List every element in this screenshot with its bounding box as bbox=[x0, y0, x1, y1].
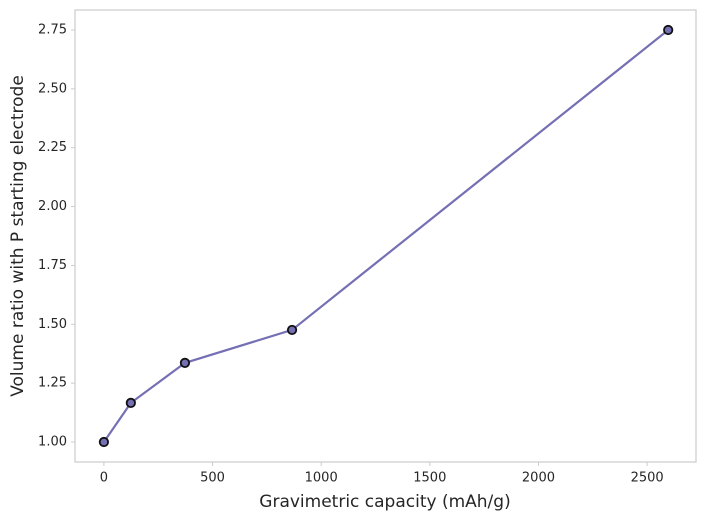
x-tick-label: 1000 bbox=[305, 471, 338, 486]
y-tick-label: 1.00 bbox=[38, 434, 67, 449]
x-tick-label: 2000 bbox=[522, 471, 555, 486]
data-point bbox=[286, 324, 298, 336]
y-tick-label: 2.00 bbox=[38, 199, 67, 214]
x-axis-label: Gravimetric capacity (mAh/g) bbox=[259, 492, 510, 512]
y-axis-label: Volume ratio with P starting electrode bbox=[8, 75, 28, 397]
x-tick-label: 0 bbox=[100, 471, 108, 486]
x-tick-label: 1500 bbox=[413, 471, 446, 486]
y-tick-label: 1.75 bbox=[38, 258, 67, 273]
y-tick-label: 2.75 bbox=[38, 23, 67, 38]
plot-frame bbox=[74, 9, 697, 463]
data-point bbox=[98, 436, 109, 448]
y-tick-label: 2.50 bbox=[38, 81, 67, 96]
y-tick-label: 1.25 bbox=[38, 376, 67, 391]
x-tick-label: 2500 bbox=[631, 471, 664, 486]
y-tick-label: 2.25 bbox=[38, 140, 67, 155]
data-point bbox=[179, 357, 191, 368]
data-point bbox=[125, 397, 136, 409]
data-point bbox=[663, 24, 674, 36]
x-tick-label: 500 bbox=[200, 471, 225, 486]
y-tick-label: 1.50 bbox=[38, 317, 67, 332]
